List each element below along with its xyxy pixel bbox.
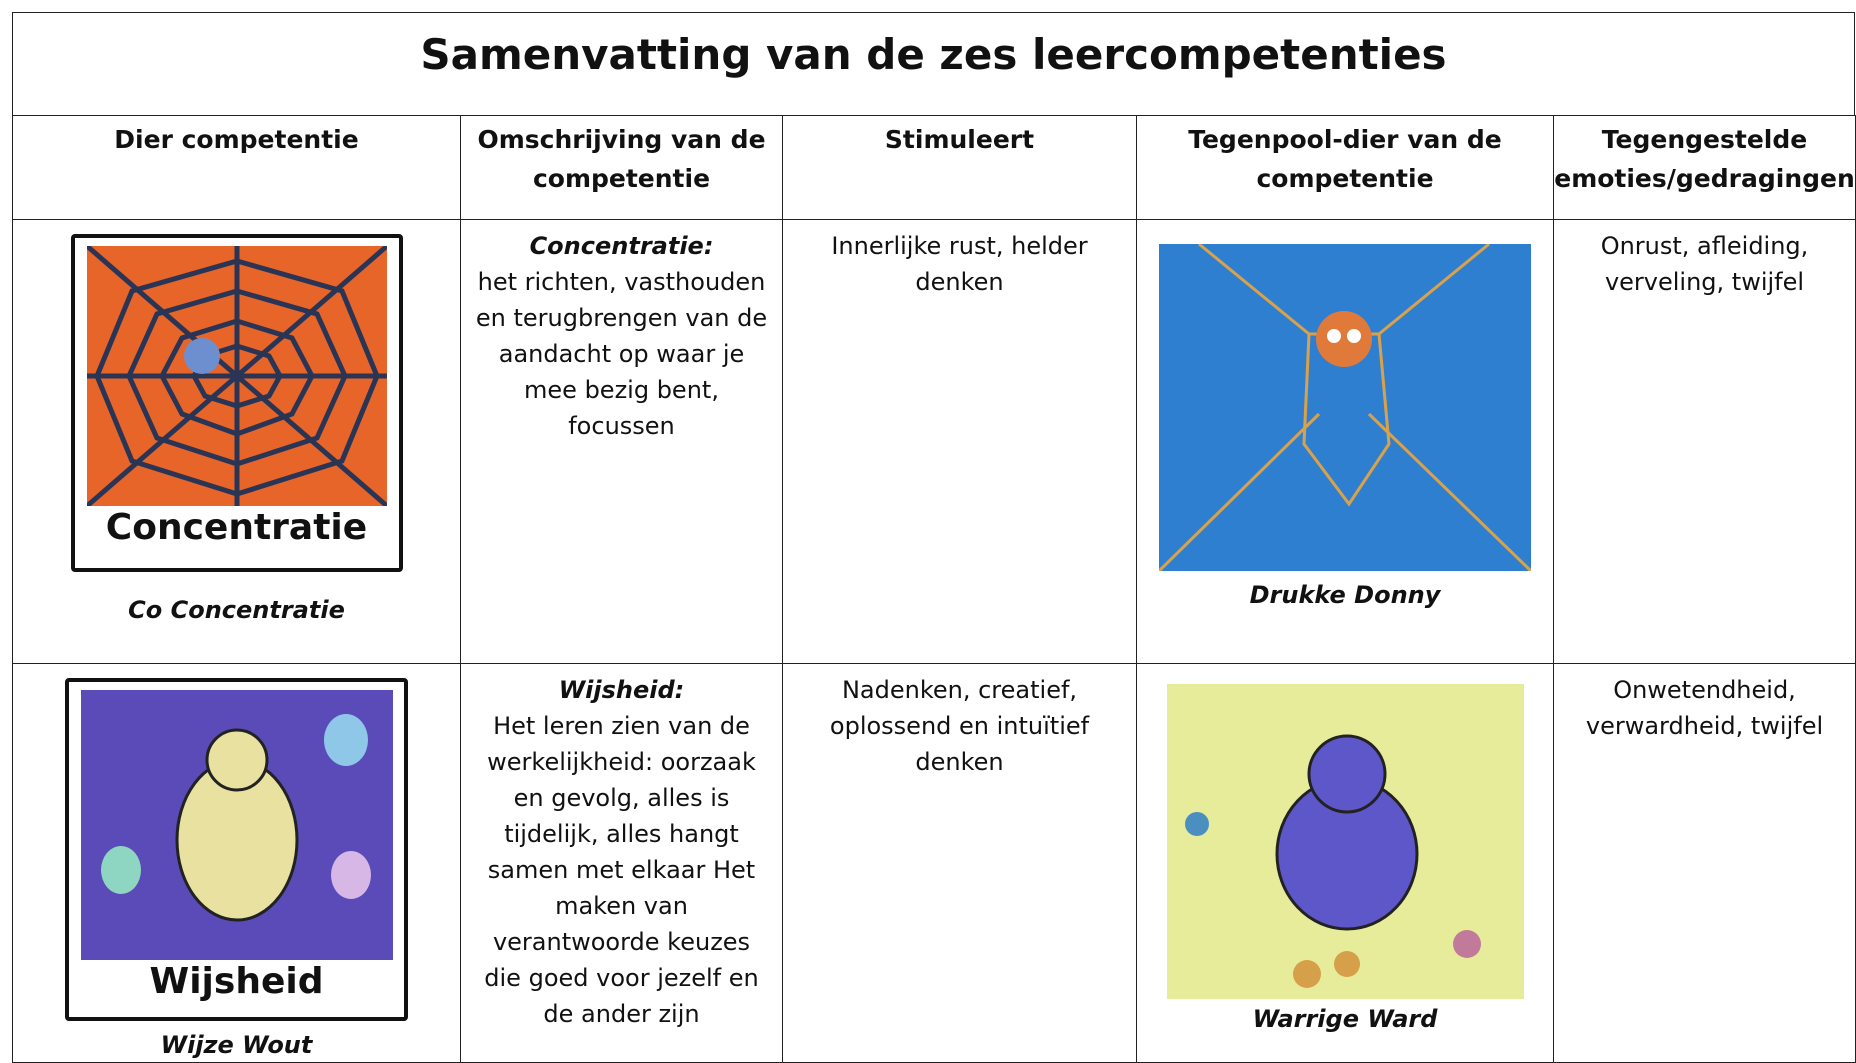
- description-cell: Wijsheid: Het leren zien van de werkelij…: [460, 663, 783, 1063]
- opposite-image: [1159, 244, 1531, 571]
- spider-web-image: [86, 246, 387, 506]
- animal-cell: Wijsheid Wijze Wout: [12, 663, 461, 1063]
- header: Tegenpool-dier van de competentie: [1136, 115, 1554, 220]
- header: Tegengestelde emoties/gedragingen: [1553, 115, 1856, 220]
- header: Dier competentie: [12, 115, 461, 220]
- emotions-cell: Onwetendheid, verwardheid, twijfel: [1553, 663, 1856, 1063]
- opposite-cell: Drukke Donny: [1136, 219, 1554, 664]
- animal-name: Wijze Wout: [160, 1031, 313, 1059]
- card: Concentratie: [70, 234, 403, 572]
- description-title: Concentratie:: [529, 232, 714, 260]
- description: Het leren zien van de werkelijkheid: oor…: [484, 712, 759, 1028]
- opposite-animal: Warrige Ward: [1252, 1005, 1438, 1033]
- stimulates-cell: Innerlijke rust, helder denken: [782, 219, 1137, 664]
- header: Omschrijving van de competentie: [460, 115, 783, 220]
- animal-cell: Concentratie Co Concentratie: [12, 219, 461, 664]
- title: Samenvatting van de zes leercompetenties: [12, 12, 1855, 116]
- opposite-cell: Warrige Ward: [1136, 663, 1554, 1063]
- card-label: Concentratie: [105, 507, 368, 548]
- emotions-cell: Onrust, afleiding, verveling, twijfel: [1553, 219, 1856, 664]
- header: Stimuleert: [782, 115, 1137, 220]
- description: het richten, vasthouden en terugbrengen …: [475, 268, 768, 440]
- description-title: Wijsheid:: [558, 676, 685, 704]
- animal-name: Co Concentratie: [128, 596, 345, 624]
- description-cell: Concentratie: het richten, vasthouden en…: [460, 219, 783, 664]
- opposite-image: [1166, 684, 1524, 999]
- card: Wijsheid: [65, 678, 408, 1021]
- owl-image: [81, 690, 393, 960]
- stimulates-cell: Nadenken, creatief, oplossend en intuïti…: [782, 663, 1137, 1063]
- card-label: Wijsheid: [149, 961, 324, 1002]
- opposite-animal: Drukke Donny: [1249, 581, 1441, 609]
